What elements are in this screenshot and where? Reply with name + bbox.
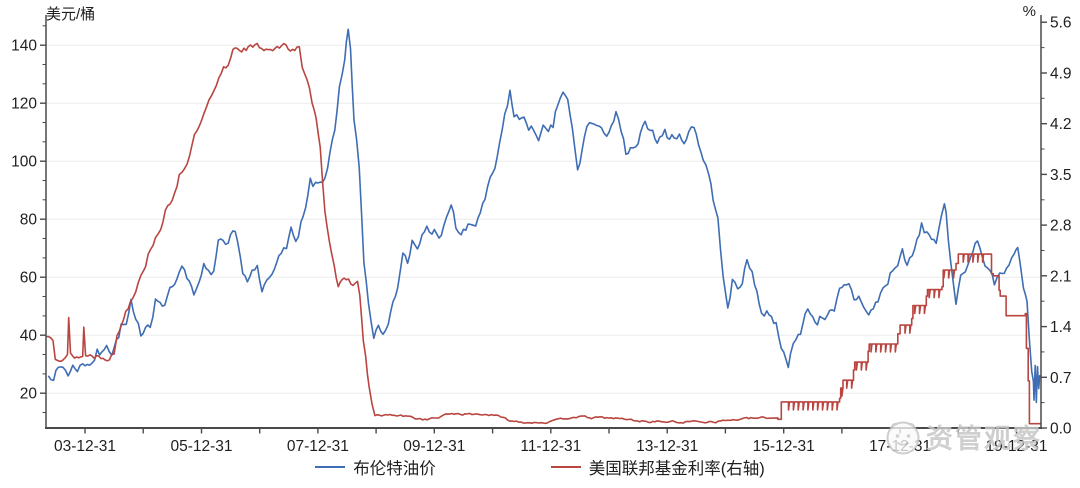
svg-text:5.6: 5.6 (1050, 15, 1072, 32)
svg-text:1.4: 1.4 (1050, 319, 1072, 336)
svg-text:4.9: 4.9 (1050, 66, 1072, 83)
left-axis-unit-label: 美元/桶 (46, 6, 96, 23)
svg-text:13-12-31: 13-12-31 (636, 438, 698, 455)
svg-text:15-12-31: 15-12-31 (753, 438, 815, 455)
svg-text:140: 140 (11, 38, 37, 55)
svg-text:05-12-31: 05-12-31 (170, 438, 232, 455)
watermark-text: 资管观察 (926, 424, 1042, 454)
svg-text:0.7: 0.7 (1050, 370, 1072, 387)
svg-text:2.8: 2.8 (1050, 218, 1072, 235)
svg-text:4.2: 4.2 (1050, 116, 1072, 133)
legend-swatch-fedfunds (550, 466, 581, 468)
svg-text:3.5: 3.5 (1050, 167, 1072, 184)
svg-text:100: 100 (11, 154, 37, 171)
watermark-logo-icon (886, 421, 920, 454)
svg-text:03-12-31: 03-12-31 (54, 438, 116, 455)
legend-swatch-brent (315, 466, 346, 468)
legend-label-brent: 布伦特油价 (353, 460, 436, 478)
svg-text:60: 60 (20, 270, 38, 287)
svg-text:80: 80 (20, 212, 38, 229)
svg-text:09-12-31: 09-12-31 (403, 438, 465, 455)
svg-text:19-12-31: 19-12-31 (985, 438, 1047, 455)
svg-text:0.0: 0.0 (1050, 421, 1072, 438)
svg-text:07-12-31: 07-12-31 (287, 438, 349, 455)
svg-text:120: 120 (11, 96, 37, 113)
watermark: 资管观察 (884, 417, 1042, 456)
legend-label-fedfunds: 美国联邦基金利率(右轴) (588, 460, 765, 478)
legend-item-brent: 布伦特油价 (315, 455, 436, 479)
svg-text:11-12-31: 11-12-31 (520, 438, 581, 455)
svg-text:20: 20 (20, 386, 38, 403)
legend-item-fedfunds: 美国联邦基金利率(右轴) (550, 455, 765, 479)
svg-text:2.1: 2.1 (1050, 268, 1072, 285)
svg-text:40: 40 (20, 328, 38, 345)
legend: 布伦特油价 美国联邦基金利率(右轴) (0, 455, 1080, 479)
right-axis-unit-label: % (1022, 3, 1036, 20)
